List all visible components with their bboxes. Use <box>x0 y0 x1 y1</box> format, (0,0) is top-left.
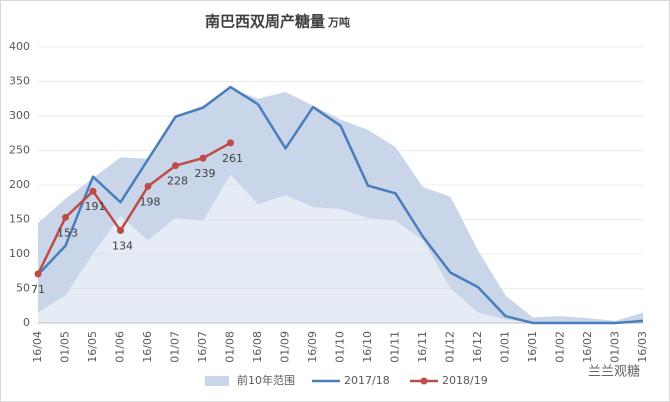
series-line <box>37 85 644 325</box>
data-label: 198 <box>140 195 161 208</box>
y-tick-label: 100 <box>9 247 30 260</box>
legend-label: 2018/19 <box>442 374 488 387</box>
x-tick-label: 16/10 <box>361 331 374 363</box>
x-tick-label: 16/08 <box>251 331 264 363</box>
chart-title: 南巴西双周产糖量 <box>205 13 325 31</box>
x-tick-label: 16/04 <box>31 331 44 363</box>
data-label: 228 <box>167 175 188 188</box>
legend-marker <box>420 377 428 385</box>
point <box>227 139 234 147</box>
data-label: 191 <box>85 200 106 213</box>
x-tick-label: 01/07 <box>169 331 182 363</box>
x-tick-label: 16/05 <box>86 331 99 363</box>
x-tick-label: 01/06 <box>114 331 127 363</box>
y-tick-label: 400 <box>9 40 30 53</box>
x-tick-label: 16/03 <box>636 331 649 363</box>
range-low-area <box>38 174 643 323</box>
legend-swatch <box>205 376 229 386</box>
x-tick-label: 01/02 <box>554 331 567 363</box>
y-tick-label: 200 <box>9 178 30 191</box>
x-tick-label: 16/11 <box>416 331 429 363</box>
y-tick-label: 250 <box>9 144 30 157</box>
legend-label: 前10年范围 <box>237 373 295 387</box>
point <box>117 227 124 235</box>
y-tick-label: 150 <box>9 213 30 226</box>
x-tick-label: 16/12 <box>471 331 484 363</box>
point <box>172 162 179 170</box>
point <box>34 270 42 278</box>
data-label: 134 <box>112 240 133 253</box>
y-tick-label: 0 <box>23 316 30 329</box>
x-tick-label: 01/10 <box>334 331 347 363</box>
data-label: 261 <box>222 152 243 165</box>
x-tick-label: 01/09 <box>279 331 292 363</box>
x-tick-label: 01/05 <box>59 331 72 363</box>
point <box>144 182 152 190</box>
x-tick-label: 01/12 <box>444 331 457 363</box>
range-band <box>38 88 643 324</box>
data-label: 239 <box>195 167 216 180</box>
watermark: 兰兰观糖 <box>588 364 640 380</box>
x-tick-label: 16/06 <box>141 331 154 363</box>
legend-label: 2017/18 <box>344 374 390 387</box>
x-tick-label: 01/03 <box>609 331 622 363</box>
data-label: 71 <box>31 283 45 296</box>
point <box>89 187 97 195</box>
x-tick-label: 01/01 <box>499 331 512 363</box>
x-tick-label: 01/08 <box>224 331 237 363</box>
x-tick-label: 16/09 <box>306 331 319 363</box>
series-line <box>36 141 232 275</box>
y-tick-label: 350 <box>9 75 30 88</box>
x-tick-label: 16/02 <box>581 331 594 363</box>
chart-unit: 万吨 <box>327 15 350 29</box>
data-label: 153 <box>57 226 78 239</box>
x-tick-label: 01/11 <box>389 331 402 363</box>
x-tick-label: 16/07 <box>196 331 209 363</box>
point <box>199 154 207 162</box>
y-tick-label: 50 <box>16 282 30 295</box>
point <box>62 213 69 221</box>
y-tick-label: 300 <box>9 109 30 122</box>
x-tick-label: 16/01 <box>526 331 539 363</box>
